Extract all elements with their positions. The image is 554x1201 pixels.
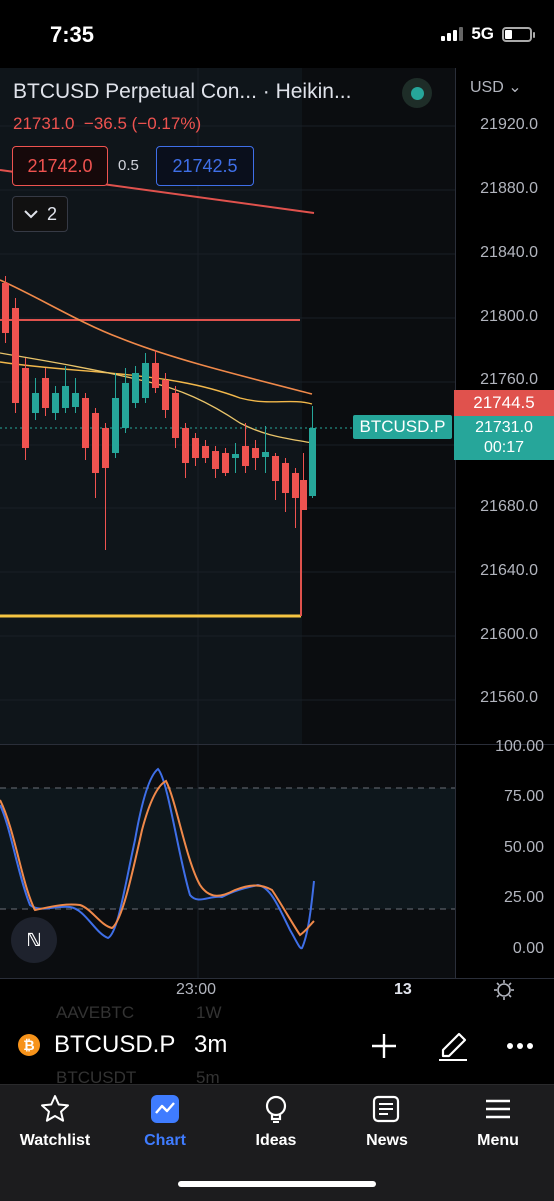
osc-tick: 25.00 bbox=[503, 889, 544, 906]
stoch-d-line bbox=[0, 779, 315, 937]
nav-watchlist[interactable]: Watchlist bbox=[0, 1092, 110, 1150]
price-tick: 21680.0 bbox=[480, 498, 538, 515]
interval-selector[interactable]: 3m bbox=[194, 1031, 228, 1058]
ma-fast bbox=[0, 361, 313, 405]
battery-icon bbox=[502, 26, 535, 42]
symbol-title[interactable]: BTCUSD Perpetual Con... · Heikin... bbox=[13, 80, 352, 103]
currency-label: USD bbox=[470, 79, 504, 96]
star-icon bbox=[38, 1092, 72, 1126]
market-status-icon[interactable] bbox=[402, 78, 432, 108]
signal-icon bbox=[441, 27, 464, 41]
nav-label: Menu bbox=[477, 1132, 519, 1149]
nav-label: Chart bbox=[144, 1132, 186, 1149]
price-chart[interactable] bbox=[0, 68, 455, 744]
price-tick: 21800.0 bbox=[480, 308, 538, 325]
osc-tick: 75.00 bbox=[503, 788, 544, 805]
price-change: −36.5 bbox=[83, 114, 127, 133]
chevron-down-icon: ⌄ bbox=[508, 79, 522, 96]
price-axis[interactable] bbox=[455, 68, 554, 978]
high-price-tag: 21744.5 bbox=[454, 390, 554, 416]
time-tick: 23:00 bbox=[176, 981, 217, 998]
nav-label: Watchlist bbox=[19, 1132, 91, 1149]
symbol-toolbar bbox=[0, 1008, 554, 1084]
bar-countdown: 00:17 bbox=[483, 439, 525, 456]
ghost-interval-top: 1W bbox=[196, 1003, 222, 1022]
buy-button[interactable]: 21742.5 bbox=[156, 146, 254, 186]
price-tick: 21640.0 bbox=[480, 562, 538, 579]
nav-ideas[interactable]: Ideas bbox=[221, 1092, 331, 1150]
ghost-interval-bottom: 5m bbox=[196, 1068, 220, 1087]
more-options-icon[interactable] bbox=[506, 1036, 534, 1056]
chevron-down-icon bbox=[24, 210, 38, 219]
home-indicator[interactable] bbox=[178, 1181, 376, 1187]
nav-news[interactable]: News bbox=[332, 1092, 442, 1150]
newspaper-icon bbox=[370, 1092, 404, 1126]
menu-icon bbox=[481, 1092, 515, 1126]
price-tick: 21880.0 bbox=[480, 180, 538, 197]
oscillator-band bbox=[0, 788, 455, 909]
last-price: 21731.0 bbox=[13, 114, 75, 133]
time-tick: 13 bbox=[394, 981, 412, 998]
indicator-count: 2 bbox=[46, 203, 57, 224]
chart-icon bbox=[148, 1092, 182, 1126]
sell-button[interactable]: 21742.0 bbox=[12, 146, 108, 186]
oscillator-chart[interactable] bbox=[0, 745, 455, 978]
ghost-symbol-bottom: BTCUSDT bbox=[56, 1068, 137, 1087]
brush-icon[interactable] bbox=[437, 1030, 469, 1062]
price-tick: 21560.0 bbox=[480, 689, 538, 706]
price-tick: 21760.0 bbox=[480, 371, 538, 388]
price-tick: 21920.0 bbox=[480, 116, 538, 133]
price-change-pct: (−0.17%) bbox=[131, 114, 202, 133]
ma-signal bbox=[0, 352, 313, 444]
time-axis[interactable] bbox=[0, 978, 554, 1009]
pane-separator[interactable] bbox=[0, 744, 554, 745]
spread-value: 0.5 bbox=[118, 157, 139, 174]
lightbulb-icon bbox=[259, 1092, 293, 1126]
nav-label: News bbox=[366, 1132, 408, 1149]
bitcoin-icon: ₿ bbox=[18, 1034, 40, 1056]
ghost-symbol-top: AAVEBTC bbox=[56, 1003, 135, 1022]
settings-gear-icon[interactable] bbox=[492, 978, 516, 1002]
currency-selector[interactable]: USD ⌄ bbox=[470, 77, 522, 97]
price-tick: 21600.0 bbox=[480, 626, 538, 643]
plus-icon[interactable] bbox=[370, 1032, 398, 1060]
ma-slow bbox=[0, 279, 313, 395]
stoch-k-line bbox=[0, 767, 315, 950]
indicators-toggle[interactable]: 2 bbox=[12, 196, 68, 232]
nav-menu[interactable]: Menu bbox=[443, 1092, 553, 1150]
status-indicators: 5G bbox=[441, 24, 535, 44]
network-label: 5G bbox=[471, 24, 494, 43]
nav-chart[interactable]: Chart bbox=[110, 1092, 220, 1150]
osc-tick: 0.00 bbox=[512, 940, 544, 957]
osc-tick: 100.00 bbox=[495, 738, 544, 755]
nav-label: Ideas bbox=[255, 1132, 297, 1149]
symbol-selector[interactable]: BTCUSD.P bbox=[54, 1031, 176, 1058]
tradingview-logo-icon[interactable]: ℕ bbox=[11, 917, 57, 963]
price-quote: 21731.0 −36.5 (−0.17%) bbox=[13, 114, 201, 134]
candles bbox=[2, 276, 316, 550]
last-price-tag-value: 21731.0 bbox=[475, 419, 533, 436]
status-time: 7:35 bbox=[50, 22, 95, 47]
price-tick: 21840.0 bbox=[480, 244, 538, 261]
osc-tick: 50.00 bbox=[503, 839, 544, 856]
symbol-price-label: BTCUSD.P bbox=[353, 415, 452, 439]
last-price-tag: 21731.0 00:17 bbox=[454, 416, 554, 460]
